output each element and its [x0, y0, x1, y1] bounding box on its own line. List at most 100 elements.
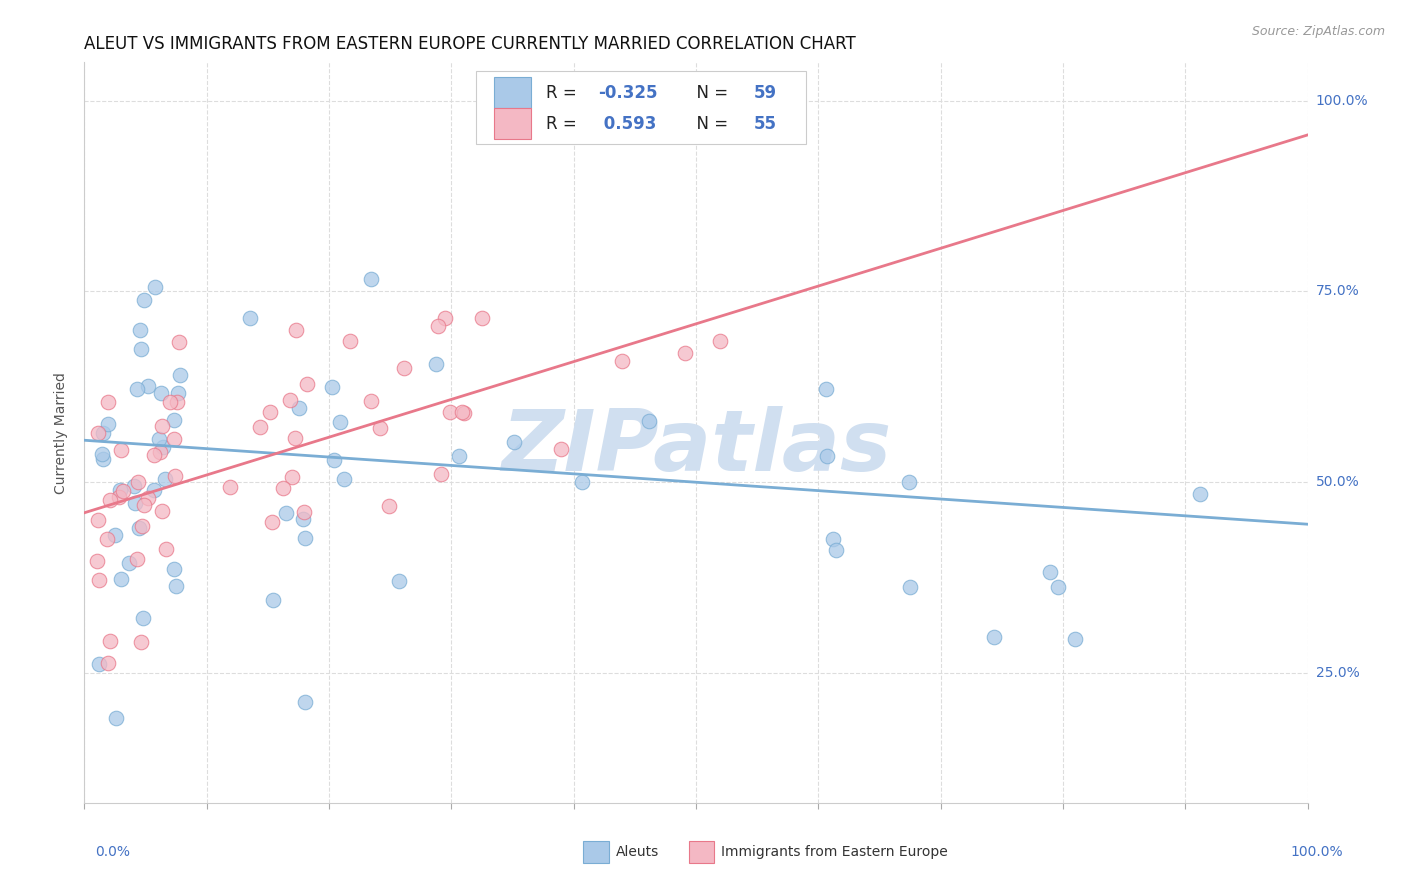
Point [280, 470, 302, 484]
Point [131, 342, 153, 356]
Point [322, 453, 344, 467]
Text: -0.325: -0.325 [598, 84, 658, 102]
Point [166, 394, 188, 409]
Point [159, 395, 181, 409]
Point [426, 319, 449, 334]
Point [284, 432, 307, 446]
FancyBboxPatch shape [475, 71, 806, 144]
Point [294, 695, 316, 709]
Point [430, 467, 453, 482]
Text: 100.0%: 100.0% [1291, 845, 1343, 859]
Text: R =: R = [546, 115, 582, 133]
Point [131, 610, 153, 624]
Text: 0.0%: 0.0% [96, 845, 131, 859]
Point [96, 532, 118, 546]
Point [447, 449, 470, 463]
Point [471, 311, 494, 326]
Point [143, 448, 166, 462]
Point [163, 412, 186, 426]
Point [259, 405, 281, 419]
Bar [494, 108, 531, 139]
Point [434, 310, 457, 325]
Point [219, 480, 242, 494]
Point [129, 635, 152, 649]
Point [163, 433, 186, 447]
Point [898, 475, 921, 490]
Y-axis label: Currently Married: Currently Married [55, 372, 69, 493]
Text: N =: N = [686, 115, 734, 133]
Point [108, 483, 131, 497]
Point [125, 382, 148, 396]
Point [1063, 632, 1085, 646]
Point [91, 452, 114, 467]
Point [124, 495, 146, 509]
Point [709, 334, 731, 348]
Point [110, 443, 132, 458]
Point [360, 394, 382, 409]
Point [104, 528, 127, 542]
Point [339, 334, 361, 348]
Point [165, 469, 187, 483]
Text: 50.0%: 50.0% [1316, 475, 1360, 489]
Point [638, 414, 661, 428]
Point [292, 505, 315, 519]
Point [610, 354, 633, 368]
Point [97, 395, 120, 409]
Text: ALEUT VS IMMIGRANTS FROM EASTERN EUROPE CURRENTLY MARRIED CORRELATION CHART: ALEUT VS IMMIGRANTS FROM EASTERN EUROPE … [84, 35, 856, 53]
Point [1188, 487, 1211, 501]
Point [1047, 580, 1070, 594]
Text: Aleuts: Aleuts [616, 845, 659, 859]
Point [87, 513, 110, 527]
Point [274, 507, 297, 521]
Point [165, 579, 187, 593]
Point [132, 499, 155, 513]
Text: 25.0%: 25.0% [1316, 666, 1360, 680]
Point [142, 483, 165, 498]
Point [825, 543, 848, 558]
Point [143, 280, 166, 294]
Point [97, 417, 120, 432]
Text: ZIPatlas: ZIPatlas [501, 406, 891, 489]
Point [138, 491, 160, 505]
Text: Source: ZipAtlas.com: Source: ZipAtlas.com [1251, 25, 1385, 38]
Point [329, 415, 352, 429]
Point [288, 401, 311, 415]
Point [294, 531, 316, 545]
Point [278, 392, 301, 407]
Point [450, 405, 472, 419]
Point [97, 656, 120, 670]
Point [150, 504, 173, 518]
Point [262, 515, 284, 529]
Point [127, 475, 149, 489]
Point [128, 323, 150, 337]
Point [292, 511, 315, 525]
Point [167, 334, 190, 349]
Point [295, 376, 318, 391]
Point [439, 405, 461, 419]
Point [112, 483, 135, 498]
Point [91, 425, 114, 440]
Point [673, 346, 696, 360]
Point [118, 556, 141, 570]
Point [155, 472, 177, 486]
Point [149, 386, 172, 401]
Point [98, 634, 121, 648]
Text: R =: R = [546, 84, 582, 102]
Point [148, 433, 170, 447]
Point [821, 532, 844, 546]
Text: 100.0%: 100.0% [1316, 94, 1368, 108]
Point [86, 554, 108, 568]
Point [108, 490, 131, 504]
Point [110, 572, 132, 586]
Point [550, 442, 572, 456]
Point [132, 293, 155, 308]
Point [152, 440, 174, 454]
Text: Immigrants from Eastern Europe: Immigrants from Eastern Europe [721, 845, 948, 859]
Point [91, 447, 114, 461]
Point [898, 580, 921, 594]
Point [128, 521, 150, 535]
Point [571, 475, 593, 489]
Point [814, 382, 837, 396]
Point [262, 592, 284, 607]
Point [815, 449, 838, 463]
